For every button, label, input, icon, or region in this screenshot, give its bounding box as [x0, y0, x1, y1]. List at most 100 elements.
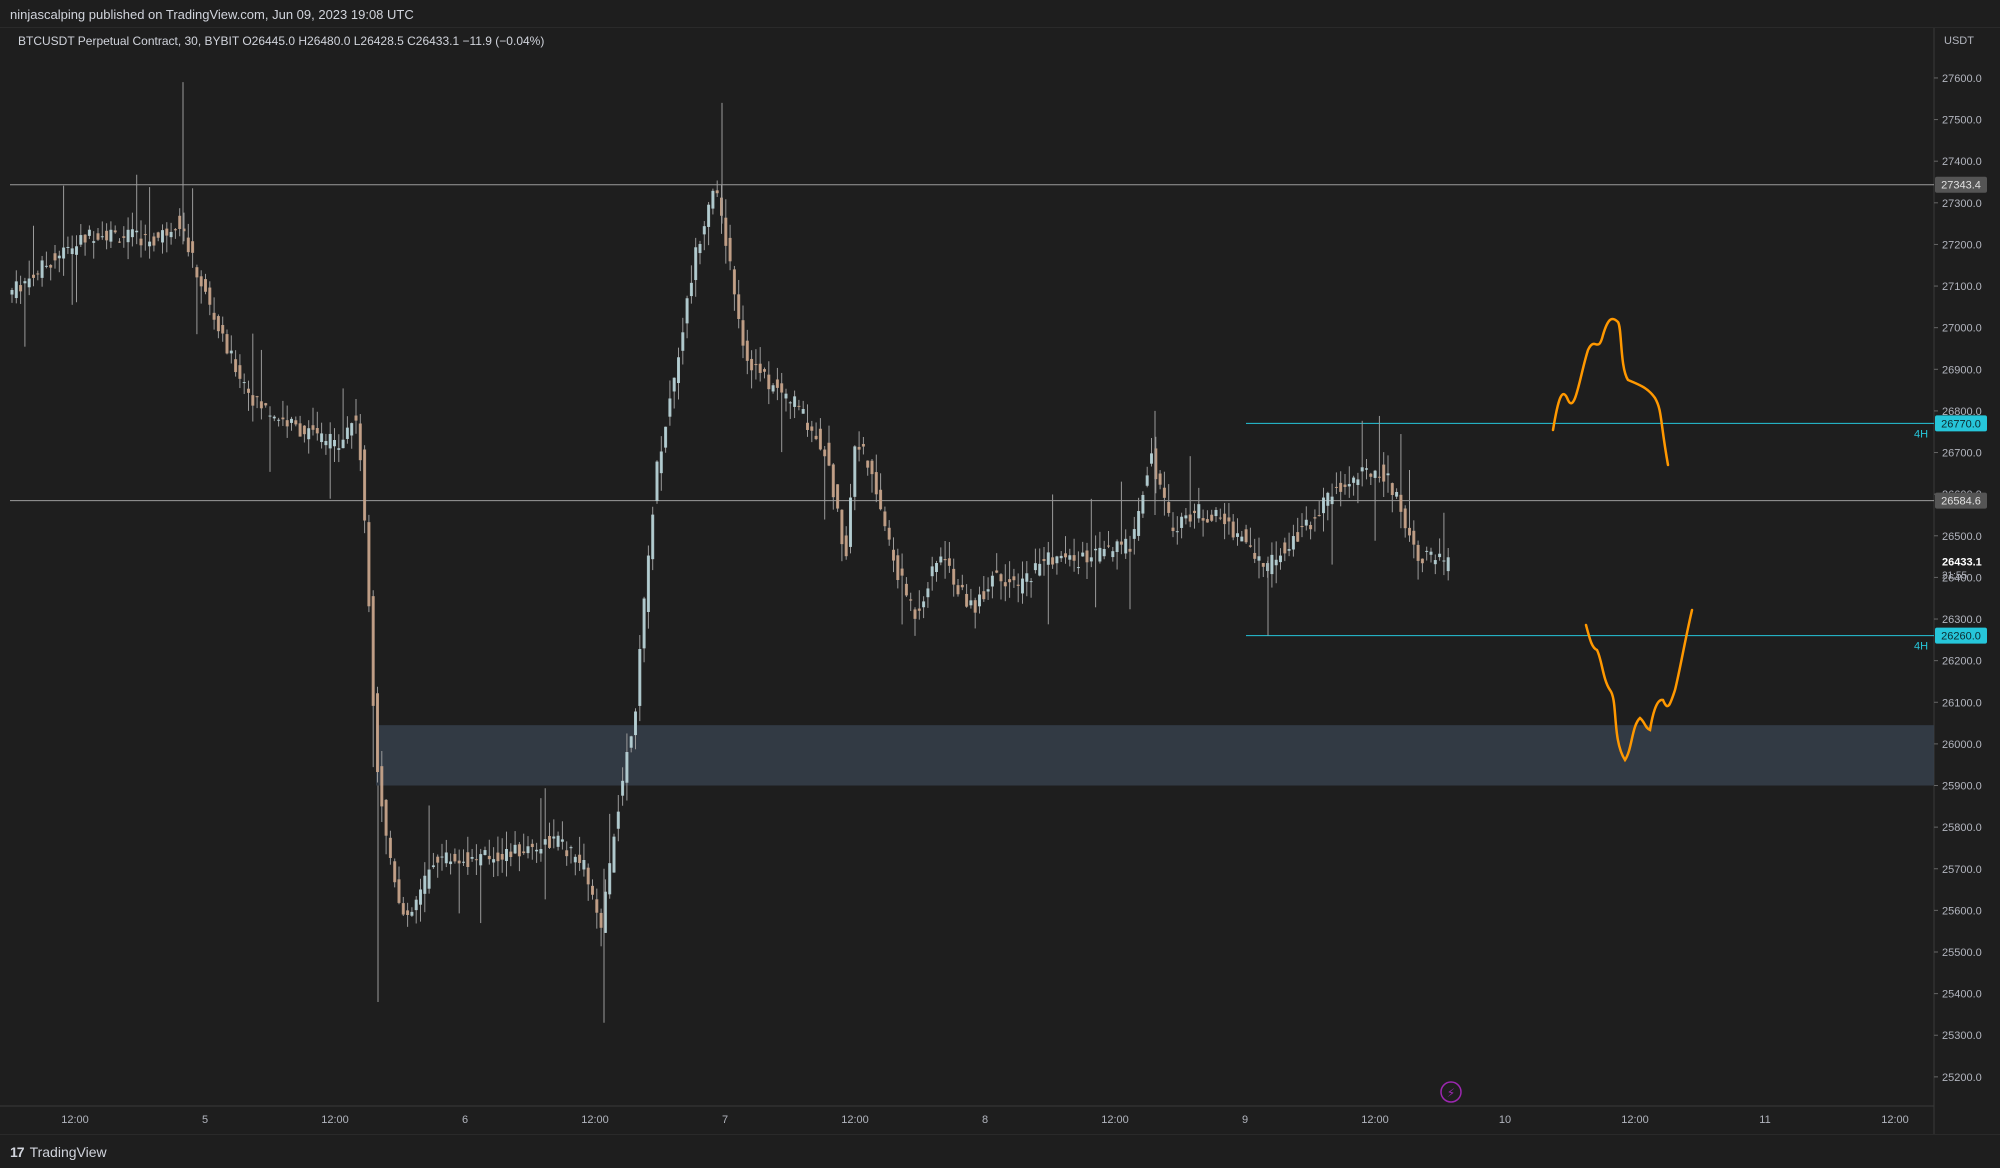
- projections: [1551, 317, 1694, 763]
- candle-body: [1124, 538, 1128, 554]
- candle-body: [526, 846, 530, 854]
- tradingview-logo-icon: 17: [10, 1144, 25, 1160]
- candle-body: [1188, 514, 1192, 522]
- candle-body: [978, 594, 981, 607]
- candle-body: [225, 334, 229, 354]
- currency-label: USDT: [1944, 35, 1974, 47]
- candle-body: [1334, 486, 1338, 488]
- candle-body: [1064, 553, 1067, 558]
- candle-body: [780, 383, 784, 393]
- y-tick-label: 25700.0: [1942, 864, 1982, 876]
- y-tick-label: 27500.0: [1942, 115, 1982, 127]
- candle-body: [23, 281, 27, 284]
- candle-body: [436, 856, 440, 863]
- candle-body: [419, 889, 422, 905]
- candle-body: [268, 415, 272, 417]
- candle-body: [840, 509, 844, 545]
- candle-body: [539, 849, 543, 854]
- candle-body: [96, 233, 100, 240]
- candle-body: [1360, 467, 1364, 472]
- y-tick-label: 26100.0: [1942, 697, 1982, 709]
- last-price: 26433.1: [1942, 557, 1982, 569]
- candle-body: [1309, 524, 1313, 530]
- x-tick-label: 12:00: [61, 1114, 89, 1126]
- candle-body: [599, 912, 603, 928]
- candle-body: [376, 693, 379, 773]
- candle-body: [685, 298, 689, 324]
- candle-body: [1408, 527, 1411, 536]
- candle-body: [608, 863, 612, 895]
- candle-body: [113, 230, 117, 233]
- candle-body: [836, 484, 840, 509]
- candle-body: [1412, 530, 1416, 545]
- candle-body: [1399, 494, 1403, 512]
- candle-body: [186, 237, 190, 253]
- candle-body: [603, 891, 607, 933]
- candle-body: [242, 382, 246, 384]
- candle-body: [582, 859, 586, 870]
- candle-body: [341, 439, 345, 449]
- candle-body: [1322, 497, 1325, 514]
- candle-body: [118, 241, 121, 243]
- candle-body: [823, 449, 827, 457]
- candle-body: [294, 420, 298, 425]
- candle-body: [19, 285, 23, 292]
- candle-body: [1420, 558, 1424, 564]
- y-tick-label: 26700.0: [1942, 448, 1982, 460]
- candle-body: [44, 265, 48, 267]
- candle-body: [651, 514, 655, 560]
- candle-body: [909, 599, 913, 601]
- candle-body: [1154, 448, 1158, 480]
- candle-body: [1102, 548, 1106, 557]
- candle-body: [264, 403, 268, 406]
- candle-body: [105, 230, 109, 241]
- candle-body: [1059, 555, 1063, 559]
- candle-body: [1111, 551, 1115, 558]
- candle-body: [238, 365, 242, 379]
- candle-body: [1115, 541, 1119, 553]
- candle-body: [251, 395, 255, 406]
- candle-body: [591, 885, 594, 895]
- candle-body: [505, 848, 508, 862]
- candle-body: [57, 255, 61, 259]
- candle-body: [169, 231, 173, 238]
- candle-body: [1291, 536, 1295, 550]
- candle-body: [1433, 560, 1437, 565]
- candle-body: [1287, 549, 1291, 551]
- candle-body: [831, 464, 835, 498]
- countdown: 21:55: [1942, 571, 1967, 582]
- candle-body: [1339, 482, 1343, 492]
- y-tick-label: 26300.0: [1942, 614, 1982, 626]
- level-price-tag: [1935, 176, 1987, 193]
- candle-body: [1197, 504, 1201, 519]
- alert-icon[interactable]: ⚡: [1440, 1081, 1462, 1103]
- publish-text: ninjascalping published on TradingView.c…: [10, 7, 414, 22]
- candle-body: [664, 426, 668, 448]
- candle-body: [1296, 532, 1300, 542]
- candle-body: [947, 558, 951, 566]
- candle-body: [1132, 529, 1136, 539]
- candle-body: [1257, 556, 1261, 561]
- candle-body: [1175, 531, 1179, 533]
- candle-body: [1279, 555, 1282, 563]
- candle-body: [449, 861, 453, 865]
- candle-body: [406, 910, 410, 915]
- candle-body: [999, 574, 1003, 582]
- candle-body: [32, 274, 35, 278]
- candle-body: [853, 446, 857, 497]
- candle-body: [1021, 578, 1024, 594]
- tradingview-logo[interactable]: 17 TradingView: [10, 1144, 107, 1160]
- candle-body: [973, 600, 977, 613]
- candle-body: [302, 425, 306, 435]
- candle-body: [1042, 558, 1046, 562]
- candle-body: [844, 535, 848, 557]
- candle-body: [732, 269, 736, 295]
- candle-body: [659, 451, 663, 474]
- candle-body: [388, 837, 392, 858]
- candle-body: [234, 359, 238, 373]
- candle-body: [612, 836, 616, 873]
- candle-body: [315, 428, 319, 434]
- candle-body: [763, 369, 766, 372]
- x-tick-label: 8: [982, 1114, 988, 1126]
